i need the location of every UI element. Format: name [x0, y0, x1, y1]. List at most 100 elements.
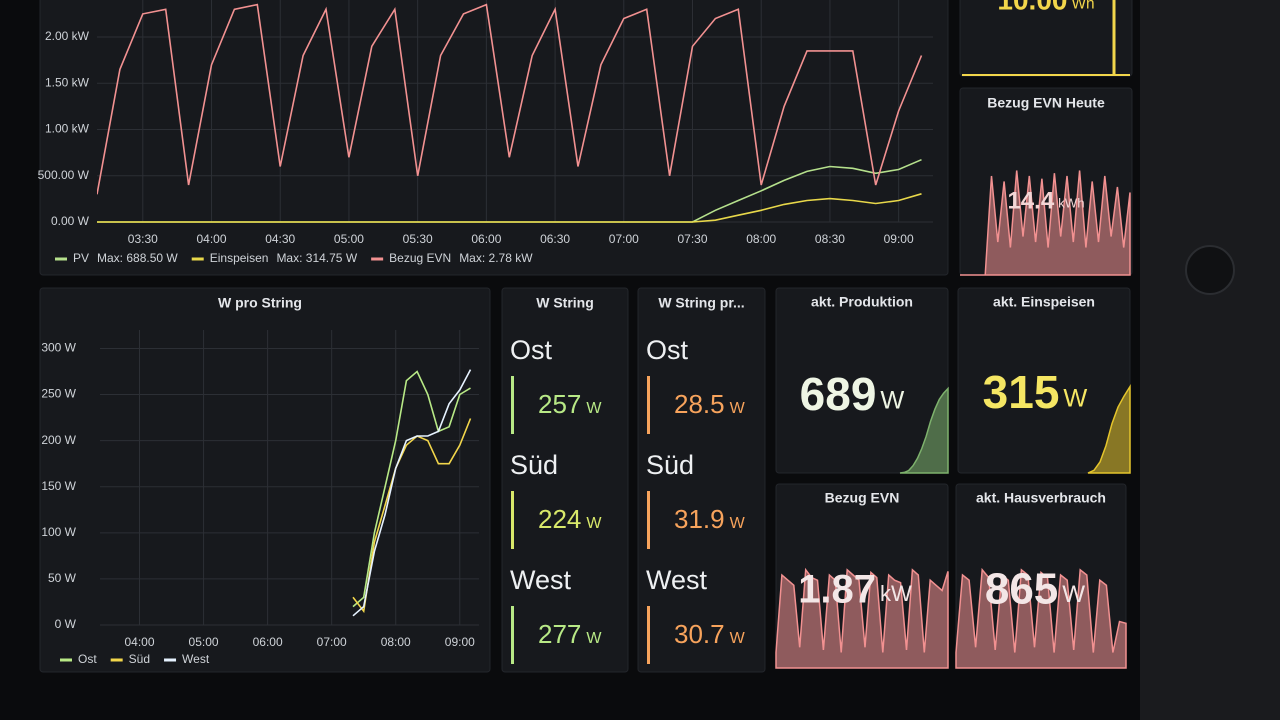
x-tick-label: 09:00 [445, 635, 475, 649]
string-unit: W [586, 630, 602, 647]
series-line [97, 193, 922, 223]
series-line [352, 370, 471, 608]
string-label: Süd [510, 450, 558, 480]
legend-max: Max: 314.75 W [276, 251, 357, 265]
y-tick-label: 500.00 W [38, 168, 90, 182]
string-value: 31.9 [674, 504, 725, 534]
chart-title: W pro String [218, 295, 302, 311]
value-bar [511, 491, 514, 549]
panel [501, 287, 629, 673]
series-line [352, 369, 472, 617]
x-tick-label: 03:30 [128, 232, 158, 246]
series-line [352, 418, 472, 614]
x-tick-label: 08:00 [381, 635, 411, 649]
y-tick-label: 2.00 kW [45, 29, 90, 43]
x-tick-label: 04:00 [124, 635, 154, 649]
sparkline [775, 567, 949, 669]
x-tick-label: 08:30 [815, 232, 845, 246]
tablet-bezel [1140, 0, 1280, 720]
y-tick-label: 0.00 W [51, 214, 90, 228]
x-tick-label: 05:30 [403, 232, 433, 246]
panel-title: akt. Hausverbrauch [976, 490, 1106, 506]
panel-title: akt. Produktion [811, 294, 913, 310]
legend-label: Ost [78, 652, 97, 666]
x-tick-label: 05:00 [189, 635, 219, 649]
x-tick-label: 05:00 [334, 232, 364, 246]
x-tick-label: 04:30 [265, 232, 295, 246]
stat-unit: W [1063, 384, 1087, 412]
x-tick-label: 07:30 [677, 232, 707, 246]
string-unit: W [586, 515, 602, 532]
stat-unit: kW [880, 581, 912, 606]
sparkline [960, 170, 1131, 276]
x-tick-label: 04:00 [197, 232, 227, 246]
stat-value: 10.00 [997, 0, 1067, 15]
value-bar [511, 606, 514, 664]
x-tick-label: 09:00 [884, 232, 914, 246]
legend-label: PV [73, 251, 89, 265]
string-value: 30.7 [674, 619, 725, 649]
string-label: Süd [646, 450, 694, 480]
string-label: Ost [646, 335, 689, 365]
legend-max: Max: 2.78 kW [459, 251, 533, 265]
legend-max: Max: 688.50 W [97, 251, 178, 265]
string-value: 257 [538, 389, 581, 419]
panel [957, 287, 1131, 474]
y-tick-label: 300 W [41, 341, 76, 355]
stat-unit: kWh [1058, 195, 1084, 210]
sparkline [899, 386, 949, 474]
string-value: 224 [538, 504, 581, 534]
string-label: West [510, 565, 572, 595]
y-tick-label: 200 W [41, 433, 76, 447]
panel [637, 287, 766, 673]
y-tick-label: 150 W [41, 479, 76, 493]
panel-title: akt. Einspeisen [993, 294, 1095, 310]
string-value: 28.5 [674, 389, 725, 419]
stat-value: 865 [985, 565, 1058, 614]
panel-title: Bezug EVN Heute [987, 95, 1105, 111]
y-tick-label: 0 W [55, 617, 77, 631]
legend-label: Bezug EVN [389, 251, 451, 265]
string-label: West [646, 565, 708, 595]
legend-label: West [182, 652, 210, 666]
home-button[interactable] [1185, 245, 1235, 295]
value-bar [647, 606, 650, 664]
panel [775, 287, 949, 474]
x-tick-label: 07:00 [317, 635, 347, 649]
x-tick-label: 08:00 [746, 232, 776, 246]
stat-unit: W [880, 386, 904, 414]
value-bar [511, 376, 514, 434]
legend-label: Süd [129, 652, 150, 666]
x-tick-label: 06:00 [471, 232, 501, 246]
string-label: Ost [510, 335, 553, 365]
y-tick-label: 50 W [48, 571, 77, 585]
string-value: 277 [538, 619, 581, 649]
stat-value: 689 [800, 368, 877, 420]
y-tick-label: 250 W [41, 387, 76, 401]
x-tick-label: 06:30 [540, 232, 570, 246]
panel-title: Bezug EVN [825, 490, 900, 506]
panel-title: W String [536, 295, 594, 311]
x-tick-label: 06:00 [253, 635, 283, 649]
string-unit: W [730, 400, 746, 417]
stat-unit: Wh [1071, 0, 1094, 12]
stat-unit: W [1062, 581, 1085, 608]
y-tick-label: 1.00 kW [45, 122, 90, 136]
stat-value: 315 [983, 366, 1060, 418]
legend-label: Einspeisen [210, 251, 269, 265]
x-tick-label: 07:00 [609, 232, 639, 246]
panel [39, 287, 491, 673]
string-unit: W [730, 515, 746, 532]
series-line [97, 3, 923, 195]
string-unit: W [586, 400, 602, 417]
stat-value: 14.4 [1007, 187, 1054, 214]
panel-title: W String pr... [658, 295, 744, 311]
sparkline [1087, 383, 1131, 474]
y-tick-label: 100 W [41, 525, 76, 539]
panels: 0.00 W 500.00 W 1.00 kW 1.50 kW 2.00 kW 03:30… [38, 0, 1133, 673]
string-unit: W [730, 630, 746, 647]
value-bar [647, 376, 650, 434]
stat-value: 1.87 [798, 568, 876, 612]
value-bar [647, 491, 650, 549]
